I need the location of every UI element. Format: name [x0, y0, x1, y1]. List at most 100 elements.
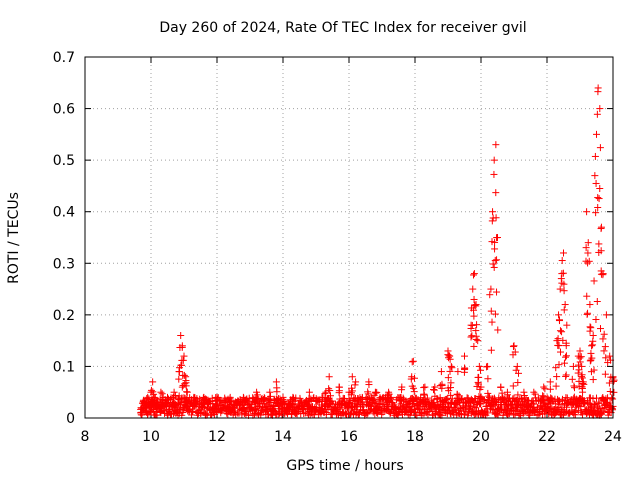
data-point	[162, 397, 170, 405]
data-point	[467, 333, 475, 341]
data-point	[326, 392, 334, 400]
data-point	[470, 306, 478, 314]
data-point	[178, 343, 186, 351]
data-point	[446, 355, 454, 363]
band-point	[328, 397, 336, 405]
data-point	[345, 402, 353, 410]
data-point	[364, 390, 372, 398]
data-point	[373, 401, 381, 409]
data-point	[420, 390, 428, 398]
data-point	[147, 386, 155, 394]
data-point	[280, 397, 288, 405]
data-point	[239, 401, 247, 409]
data-point	[345, 399, 353, 407]
band-point	[188, 411, 196, 419]
data-point	[348, 387, 356, 395]
band-point	[563, 394, 571, 402]
data-point	[437, 368, 445, 376]
data-point	[139, 405, 147, 413]
data-point	[444, 351, 452, 359]
data-point	[429, 386, 437, 394]
data-point	[322, 388, 330, 396]
data-point	[158, 396, 166, 404]
data-point	[273, 397, 281, 405]
data-point	[421, 383, 429, 391]
data-points	[137, 84, 618, 419]
band-point	[363, 410, 371, 418]
data-point	[468, 332, 476, 340]
data-point	[385, 390, 393, 398]
data-point	[408, 358, 416, 366]
data-point	[445, 354, 453, 362]
data-point	[351, 381, 359, 389]
data-point	[431, 392, 439, 400]
data-point	[226, 395, 234, 403]
band-point	[208, 394, 216, 402]
data-point	[175, 392, 183, 400]
band-point	[603, 398, 611, 406]
data-point	[410, 374, 418, 382]
data-point	[305, 388, 313, 396]
band-point	[600, 407, 608, 415]
data-point	[326, 387, 334, 395]
data-point	[420, 391, 428, 399]
data-point	[461, 364, 469, 372]
band-point	[381, 407, 389, 415]
data-point	[143, 399, 151, 407]
data-point	[240, 404, 248, 412]
data-point	[468, 321, 476, 329]
data-point	[182, 398, 190, 406]
data-point	[240, 394, 248, 402]
data-point	[467, 324, 475, 332]
band-point	[322, 409, 330, 417]
data-point	[470, 270, 478, 278]
data-point	[183, 388, 191, 396]
data-point	[149, 378, 157, 386]
data-point	[470, 295, 478, 303]
data-point	[323, 396, 331, 404]
data-point	[157, 388, 165, 396]
data-point	[153, 401, 161, 409]
band-point	[448, 395, 456, 403]
data-point	[272, 378, 280, 386]
data-point	[351, 397, 359, 405]
data-point	[191, 394, 199, 402]
data-point	[266, 403, 274, 411]
band-point	[589, 395, 597, 403]
data-point	[289, 397, 297, 405]
data-point	[430, 386, 438, 394]
band-point	[249, 394, 257, 402]
data-point	[177, 331, 185, 339]
band-point	[483, 409, 491, 417]
data-point	[157, 401, 165, 409]
data-point	[200, 400, 208, 408]
data-point	[212, 406, 220, 414]
data-point	[421, 398, 429, 406]
data-point	[189, 401, 197, 409]
band-point	[401, 407, 409, 415]
data-point	[183, 402, 191, 410]
band-point	[443, 396, 451, 404]
data-point	[212, 400, 220, 408]
data-point	[273, 384, 281, 392]
data-point	[364, 398, 372, 406]
data-point	[348, 373, 356, 381]
band-point	[433, 402, 441, 410]
data-point	[199, 399, 207, 407]
data-point	[175, 375, 183, 383]
data-point	[158, 390, 166, 398]
data-point	[438, 380, 446, 388]
data-point	[226, 405, 234, 413]
data-point	[144, 393, 152, 401]
band-point	[578, 411, 586, 419]
data-point	[180, 371, 188, 379]
data-point	[253, 391, 261, 399]
data-point	[352, 378, 360, 386]
data-point	[448, 364, 456, 372]
data-point	[321, 400, 329, 408]
data-point	[469, 271, 477, 279]
data-point	[267, 392, 275, 400]
data-point	[289, 405, 297, 413]
band-point	[592, 394, 600, 402]
data-point	[409, 357, 417, 365]
